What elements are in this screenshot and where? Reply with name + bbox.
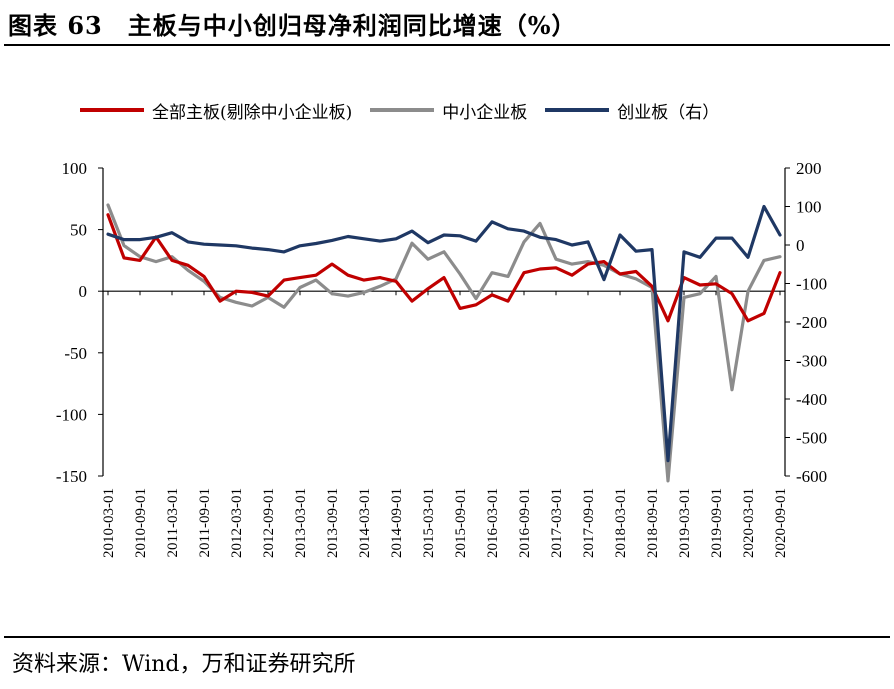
x-axis-tick-label: 2012-09-01 bbox=[261, 488, 277, 558]
right-axis-tick-label: 100 bbox=[796, 198, 822, 217]
chart-title: 图表 63 主板与中小创归母净利润同比增速（%） bbox=[8, 11, 577, 40]
left-axis-tick-label: -100 bbox=[56, 405, 87, 424]
x-axis-tick-label: 2019-09-01 bbox=[709, 488, 725, 558]
legend-item-chinext: 创业板（右） bbox=[545, 98, 719, 123]
right-axis-tick-label: -500 bbox=[796, 429, 827, 448]
right-axis-tick-label: -200 bbox=[796, 313, 827, 332]
x-axis-tick-label: 2020-09-01 bbox=[773, 488, 789, 558]
legend-label-main-board: 全部主板(剔除中小企业板) bbox=[152, 102, 353, 123]
x-axis-tick-label: 2016-09-01 bbox=[517, 488, 533, 558]
x-axis-tick-label: 2019-03-01 bbox=[677, 488, 693, 558]
x-axis-tick-label: 2014-03-01 bbox=[357, 488, 373, 558]
x-axis-tick-label: 2011-09-01 bbox=[197, 488, 213, 557]
x-axis-tick-label: 2018-03-01 bbox=[613, 488, 629, 558]
x-axis-tick-label: 2011-03-01 bbox=[165, 488, 181, 557]
x-axis-tick-label: 2017-03-01 bbox=[549, 488, 565, 558]
legend-label-chinext: 创业板（右） bbox=[617, 102, 720, 123]
left-axis-tick-label: 0 bbox=[79, 282, 88, 301]
x-axis-tick-label: 2010-03-01 bbox=[101, 488, 117, 558]
x-axis-tick-label: 2012-03-01 bbox=[229, 488, 245, 558]
chart-legend: 全部主板(剔除中小企业板) 中小企业板 创业板（右） bbox=[80, 96, 737, 124]
legend-swatch-chinext bbox=[545, 108, 610, 112]
x-axis-tick-label: 2010-09-01 bbox=[133, 488, 149, 558]
x-axis-tick-label: 2015-03-01 bbox=[421, 488, 437, 558]
series-line-sme-board bbox=[106, 203, 782, 483]
left-axis-tick-label: 100 bbox=[62, 159, 88, 178]
x-axis-tick-label: 2013-09-01 bbox=[325, 488, 341, 558]
source-note: 资料来源：Wind，万和证券研究所 bbox=[12, 652, 356, 677]
x-axis-tick-label: 2015-09-01 bbox=[453, 488, 469, 558]
right-axis-tick-label: -300 bbox=[796, 352, 827, 371]
legend-item-sme-board: 中小企业板 bbox=[370, 98, 527, 123]
title-divider bbox=[4, 44, 890, 46]
right-axis-tick-label: 0 bbox=[796, 236, 805, 255]
legend-swatch-sme-board bbox=[370, 108, 435, 112]
x-axis-tick-label: 2013-03-01 bbox=[293, 488, 309, 558]
x-axis-tick-label: 2016-03-01 bbox=[485, 488, 501, 558]
left-axis-tick-label: -150 bbox=[56, 467, 87, 486]
x-axis-tick-label: 2018-09-01 bbox=[645, 488, 661, 558]
x-axis-tick-label: 2017-09-01 bbox=[581, 488, 597, 558]
series-line-chinext bbox=[106, 204, 782, 463]
right-axis-tick-label: 200 bbox=[796, 159, 822, 178]
x-axis-tick-label: 2014-09-01 bbox=[389, 488, 405, 558]
x-axis-tick-label: 2020-03-01 bbox=[741, 488, 757, 558]
source-divider bbox=[4, 636, 890, 638]
legend-label-sme-board: 中小企业板 bbox=[442, 102, 528, 123]
legend-swatch-main-board bbox=[80, 108, 144, 112]
legend-item-main-board: 全部主板(剔除中小企业板) bbox=[80, 98, 352, 123]
right-axis-tick-label: -600 bbox=[796, 467, 827, 486]
right-axis-tick-label: -100 bbox=[796, 275, 827, 294]
left-axis-tick-label: 50 bbox=[70, 221, 87, 240]
left-axis-tick-label: -50 bbox=[64, 344, 87, 363]
right-axis-tick-label: -400 bbox=[796, 390, 827, 409]
line-chart: 100 50 0 -50 -100 -150 200 100 0 -100 -200 -300 -400… bbox=[56, 159, 827, 558]
